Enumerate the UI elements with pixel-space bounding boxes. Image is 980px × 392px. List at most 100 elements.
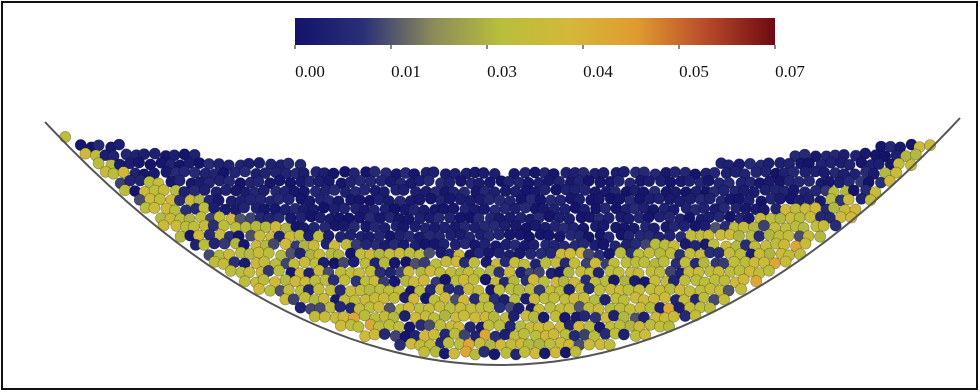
particle bbox=[388, 291, 401, 304]
particle bbox=[659, 291, 671, 304]
particle bbox=[224, 264, 237, 277]
particle bbox=[718, 293, 730, 306]
particle bbox=[488, 167, 501, 180]
particle bbox=[113, 138, 125, 151]
particle bbox=[549, 346, 562, 359]
particle bbox=[218, 237, 231, 250]
particle bbox=[298, 256, 311, 269]
particle bbox=[464, 321, 476, 333]
particle bbox=[173, 174, 186, 187]
particle bbox=[378, 222, 391, 234]
particle bbox=[493, 246, 505, 259]
colorbar-tick-label: 0.07 bbox=[775, 62, 805, 81]
particle bbox=[847, 184, 860, 197]
particle bbox=[457, 309, 470, 322]
particle bbox=[909, 148, 922, 161]
particle bbox=[829, 219, 842, 232]
particle bbox=[407, 292, 420, 305]
particle bbox=[438, 309, 451, 322]
particle bbox=[697, 256, 710, 269]
particle bbox=[753, 230, 766, 242]
particle bbox=[718, 202, 731, 214]
particle bbox=[308, 310, 321, 323]
particle bbox=[653, 192, 665, 205]
particle bbox=[238, 275, 251, 288]
particle bbox=[735, 283, 747, 295]
particle bbox=[252, 175, 265, 188]
particle bbox=[397, 184, 410, 196]
particle bbox=[79, 147, 92, 160]
particle bbox=[674, 284, 686, 296]
particle bbox=[230, 184, 242, 197]
particle bbox=[872, 158, 885, 170]
particle bbox=[413, 193, 426, 206]
particle bbox=[257, 273, 270, 286]
particle bbox=[148, 147, 161, 160]
particle bbox=[372, 301, 385, 313]
particle bbox=[418, 274, 430, 287]
particle bbox=[562, 266, 575, 279]
particle bbox=[334, 300, 347, 313]
particle bbox=[273, 264, 285, 277]
particle bbox=[388, 275, 401, 288]
particle bbox=[373, 193, 385, 206]
particle bbox=[702, 174, 715, 187]
particle bbox=[763, 247, 776, 260]
particle bbox=[750, 275, 763, 288]
particle bbox=[117, 166, 130, 179]
particle bbox=[432, 211, 445, 224]
particle bbox=[657, 255, 670, 268]
particle bbox=[378, 328, 391, 340]
particle bbox=[443, 176, 456, 189]
particle bbox=[618, 328, 630, 341]
particle bbox=[92, 139, 105, 152]
particle-bed bbox=[59, 131, 936, 361]
particle bbox=[243, 266, 256, 279]
particle bbox=[328, 184, 341, 196]
particle bbox=[524, 247, 537, 260]
particle bbox=[294, 301, 307, 314]
particle bbox=[618, 165, 630, 178]
particle bbox=[394, 339, 406, 351]
particle bbox=[253, 229, 266, 242]
particle bbox=[905, 159, 917, 172]
particle bbox=[559, 346, 572, 359]
particle bbox=[723, 247, 736, 259]
particle bbox=[287, 293, 300, 306]
particle bbox=[713, 210, 726, 223]
particle bbox=[708, 166, 721, 179]
particle bbox=[338, 202, 351, 215]
particle bbox=[208, 237, 221, 250]
particle bbox=[538, 347, 551, 360]
particle bbox=[843, 175, 855, 188]
particle bbox=[593, 284, 606, 296]
particle bbox=[663, 210, 676, 223]
particle bbox=[482, 301, 495, 313]
particle bbox=[743, 212, 755, 225]
colorbar-tick-label: 0.01 bbox=[391, 62, 421, 81]
particle bbox=[344, 176, 357, 189]
particle bbox=[537, 311, 550, 324]
particle bbox=[352, 320, 365, 333]
particle bbox=[279, 274, 292, 286]
particle bbox=[148, 202, 161, 214]
particle bbox=[133, 156, 145, 169]
particle bbox=[153, 193, 166, 206]
particle bbox=[568, 257, 581, 269]
particle bbox=[644, 318, 657, 331]
particle bbox=[423, 246, 436, 259]
particle bbox=[208, 202, 220, 214]
particle bbox=[219, 184, 232, 197]
particle bbox=[282, 193, 295, 206]
particle bbox=[398, 310, 411, 322]
particle bbox=[513, 283, 525, 296]
particle bbox=[338, 274, 351, 287]
particle bbox=[518, 327, 530, 340]
particle bbox=[454, 193, 467, 206]
particle bbox=[107, 167, 120, 180]
particle bbox=[550, 183, 562, 196]
particle bbox=[763, 264, 775, 277]
particle bbox=[553, 230, 566, 243]
particle bbox=[487, 310, 500, 323]
